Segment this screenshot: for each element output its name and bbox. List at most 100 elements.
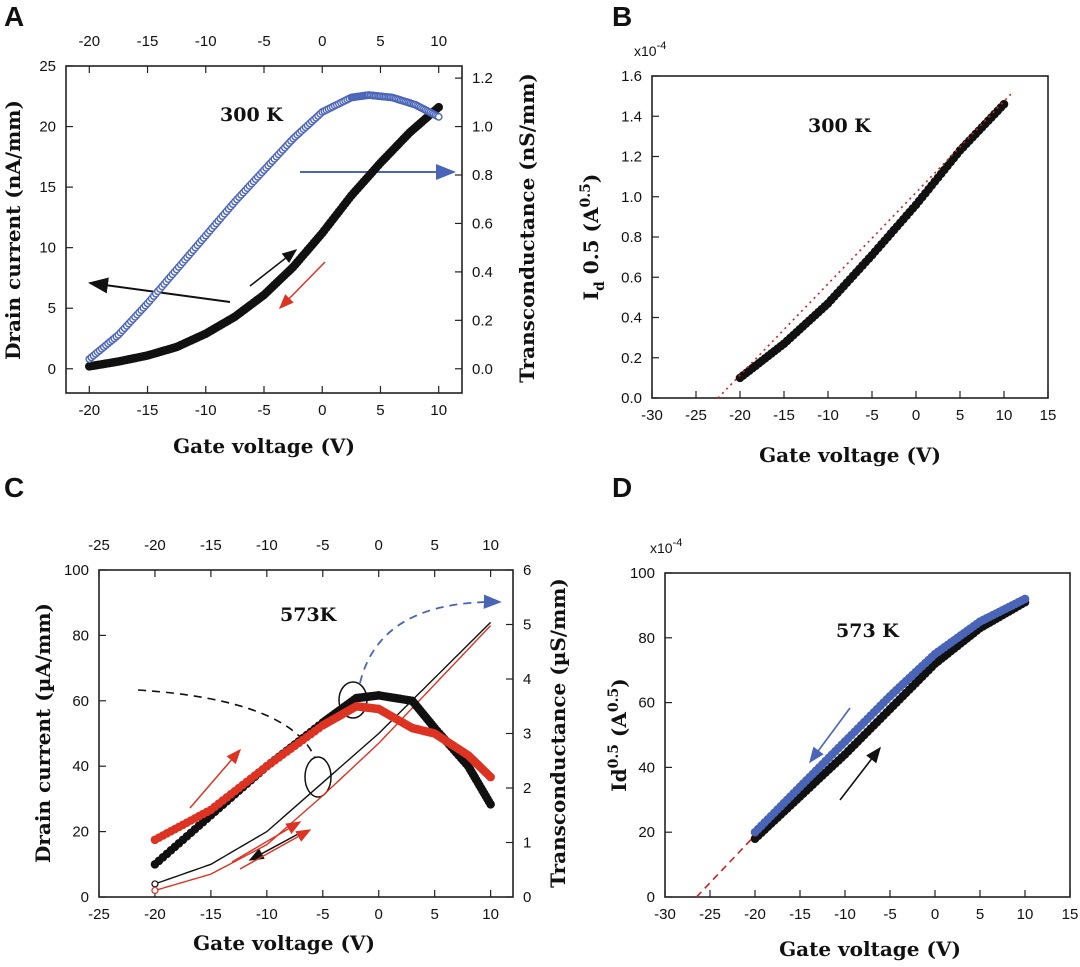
- y2-tick-label: 1.2: [472, 70, 493, 87]
- y2-tick-label: 2: [523, 780, 531, 797]
- y2-tick-label: 1: [523, 835, 531, 852]
- y2-tick-label: 0: [523, 889, 531, 906]
- plot-layer: -20 -15 -10 -5 0 5 10-20 -15 -10 -5 0 5 100510152025…: [39, 33, 1078, 923]
- series-b-1: [717, 91, 1014, 399]
- top-x-tick-label: -5: [257, 33, 270, 50]
- y-tick-label: 0: [48, 361, 56, 378]
- y-tick-label: 0: [81, 889, 89, 906]
- x-tick-label: 15: [1040, 407, 1057, 424]
- y2-tick-label: 0.2: [472, 312, 493, 329]
- x-tick-label: 10: [430, 402, 447, 419]
- y2-tick-label: 6: [523, 562, 531, 579]
- series-b-0: [735, 99, 1009, 383]
- y-tick-label: 20: [72, 824, 89, 841]
- y2-tick-label: 4: [523, 671, 531, 688]
- x-tick-label: 5: [956, 407, 964, 424]
- y-tick-label: 1.4: [621, 108, 642, 125]
- y-tick-label: 15: [39, 179, 56, 196]
- top-x-tick-label: -5: [316, 537, 329, 554]
- y-tick-label: 0.2: [621, 350, 642, 367]
- x-tick-label: -15: [137, 402, 159, 419]
- y-tick-label: 1.2: [621, 149, 642, 166]
- data-point: [151, 880, 159, 888]
- top-x-tick-label: 0: [318, 33, 326, 50]
- x-tick-label: -25: [699, 906, 721, 923]
- x-tick-label: -10: [195, 402, 217, 419]
- panel-a-xlabel: Gate voltage (V): [173, 434, 355, 458]
- series-a-0: [84, 102, 444, 371]
- y2-tick-label: 0.4: [472, 264, 493, 281]
- y-tick-label: 20: [39, 119, 56, 136]
- x-tick-label: 0: [318, 402, 326, 419]
- x-tick-label: -25: [685, 407, 707, 424]
- x-tick-label: -5: [257, 402, 270, 419]
- x-tick-label: -10: [834, 906, 856, 923]
- panel-b-multiplier: x10-4: [634, 40, 666, 59]
- y2-tick-label: 5: [523, 617, 531, 634]
- x-tick-label: -15: [200, 906, 222, 923]
- top-x-tick-label: -10: [256, 537, 278, 554]
- y-tick-label: 60: [638, 695, 655, 712]
- top-x-tick-label: 0: [375, 537, 383, 554]
- panel-c-xlabel: Gate voltage (V): [193, 931, 375, 955]
- series-d-1: [750, 594, 1030, 837]
- x-tick-label: -20: [78, 402, 100, 419]
- y-tick-label: 80: [72, 627, 89, 644]
- panel-label-a: A: [4, 1, 24, 32]
- series-line: [88, 94, 440, 360]
- y-tick-label: 0: [647, 889, 655, 906]
- y-tick-label: 0.4: [621, 310, 642, 327]
- data-point: [486, 772, 495, 782]
- data-point: [434, 112, 443, 121]
- top-x-tick-label: -10: [195, 33, 217, 50]
- x-tick-label: -5: [316, 906, 329, 923]
- y-tick-label: 25: [39, 58, 56, 75]
- series-a-1: [85, 91, 443, 363]
- x-tick-label: 10: [482, 906, 499, 923]
- x-tick-label: 0: [931, 906, 939, 923]
- data-point: [999, 99, 1009, 109]
- y-tick-label: 1.6: [621, 68, 642, 85]
- y-tick-label: 0.6: [621, 269, 642, 286]
- data-point: [1020, 594, 1030, 604]
- x-tick-label: 5: [376, 402, 384, 419]
- x-tick-label: -5: [883, 906, 896, 923]
- x-tick-label: -20: [729, 407, 751, 424]
- y2-tick-label: 1.0: [472, 119, 493, 136]
- panel-b-annotation: 300 K: [808, 115, 872, 137]
- x-tick-label: -10: [256, 906, 278, 923]
- panel-b-ylabel: Id 0.5 (A0.5): [578, 174, 608, 301]
- y-tick-label: 20: [638, 824, 655, 841]
- top-x-tick-label: -15: [137, 33, 159, 50]
- x-tick-label: -15: [789, 906, 811, 923]
- y2-tick-label: 0.0: [472, 361, 493, 378]
- top-x-tick-label: 10: [430, 33, 447, 50]
- series-line: [154, 625, 492, 892]
- y-tick-label: 0.0: [621, 390, 642, 407]
- x-tick-label: -10: [817, 407, 839, 424]
- x-tick-label: -30: [654, 906, 676, 923]
- x-tick-label: 10: [1017, 906, 1034, 923]
- y-tick-label: 10: [39, 240, 56, 257]
- panel-b-xlabel: Gate voltage (V): [759, 443, 941, 467]
- top-x-tick-label: 5: [431, 537, 439, 554]
- x-tick-label: -25: [88, 906, 110, 923]
- x-tick-label: 5: [976, 906, 984, 923]
- panel-label-c: C: [4, 472, 24, 503]
- panel-d-ylabel: Id0.5 (A0.5): [606, 678, 631, 791]
- series-line: [89, 106, 440, 368]
- fit-line: [695, 834, 756, 898]
- x-tick-label: -15: [773, 407, 795, 424]
- panel-d-arrows: [809, 707, 881, 801]
- panel-c-y2label: Transconductance (µS/mm): [546, 578, 570, 888]
- series-line: [154, 621, 492, 885]
- y-tick-label: 0.8: [621, 229, 642, 246]
- top-x-tick-label: -20: [78, 33, 100, 50]
- panel-d-frame: [664, 572, 1071, 898]
- y-tick-label: 100: [630, 565, 655, 582]
- panel-a-annotation: 300 K: [220, 104, 284, 126]
- y-tick-label: 80: [638, 630, 655, 647]
- x-tick-label: -20: [744, 906, 766, 923]
- x-tick-label: 0: [375, 906, 383, 923]
- y-tick-label: 40: [638, 759, 655, 776]
